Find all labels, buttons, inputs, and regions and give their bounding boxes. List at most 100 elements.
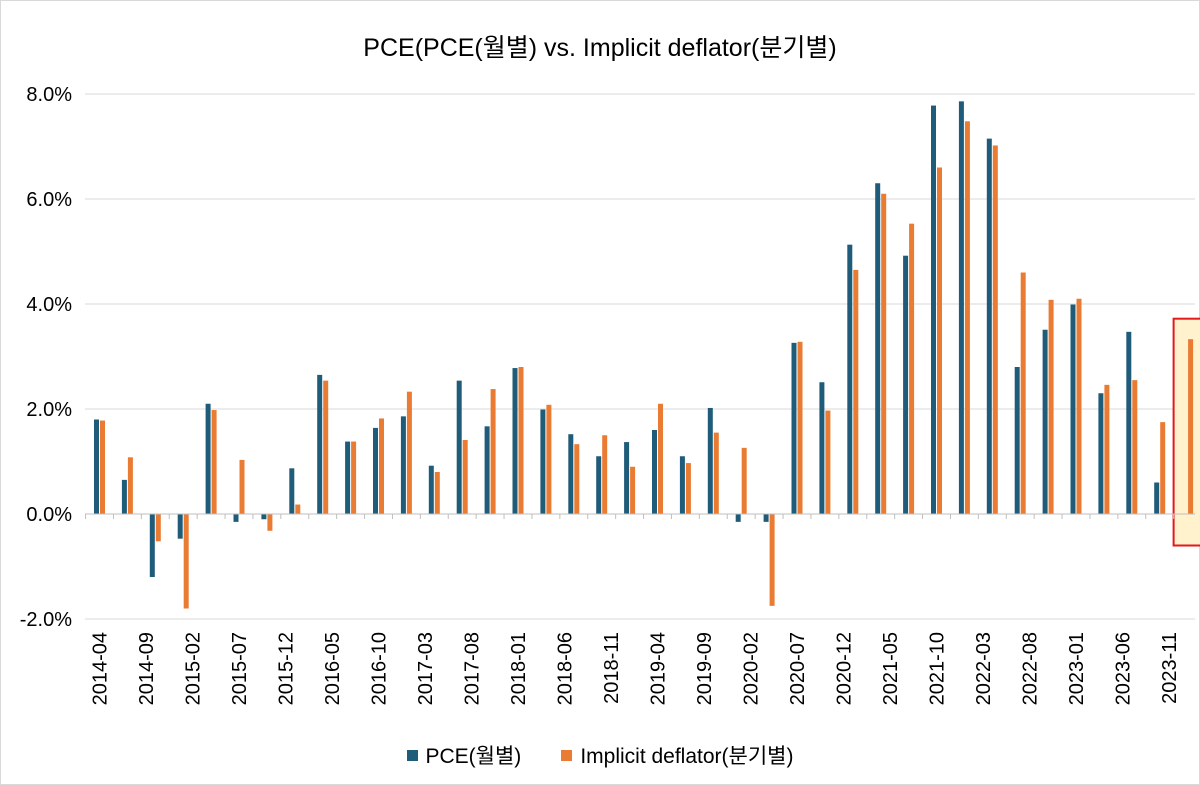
bar-deflator — [267, 514, 273, 531]
x-tick-label: 2014-09 — [136, 632, 158, 705]
bar-pce — [456, 380, 462, 514]
bar-pce — [1014, 367, 1020, 514]
bar-deflator — [379, 418, 384, 514]
bar-deflator — [769, 514, 775, 606]
legend-swatch-pce — [406, 749, 418, 761]
bar-pce — [373, 427, 378, 514]
bar-pce — [289, 468, 295, 514]
x-tick-label: 2021-05 — [880, 632, 902, 705]
x-tick-label: 2014-04 — [90, 632, 112, 705]
bar-deflator — [462, 439, 468, 514]
legend-item-deflator: Implicit deflator(분기별) — [561, 740, 793, 770]
legend: PCE(월별) Implicit deflator(분기별) — [0, 740, 1200, 770]
bar-deflator — [992, 145, 998, 514]
bar-deflator — [1132, 380, 1138, 514]
highlight-box-group — [1172, 317, 1200, 547]
chart-title: PCE(PCE(월별) vs. Implicit deflator(분기별) — [363, 34, 837, 62]
bar-deflator — [630, 466, 636, 514]
bar-pce — [428, 465, 434, 514]
bar-pce — [931, 105, 936, 515]
bar-pce — [512, 368, 518, 514]
y-tick-label: 2.0% — [26, 399, 72, 421]
bar-pce — [400, 416, 406, 514]
legend-item-pce: PCE(월별) — [406, 740, 521, 770]
x-tick-label: 2022-08 — [1019, 632, 1041, 705]
legend-swatch-deflator — [561, 749, 573, 761]
bar-deflator — [881, 193, 887, 514]
bar-pce — [94, 419, 99, 514]
y-tick-label: 6.0% — [26, 189, 72, 211]
x-tick-label: 2020-12 — [834, 632, 856, 705]
bar-pce — [847, 244, 853, 515]
x-tick-label: 2023-11 — [1159, 632, 1181, 704]
x-tick-label: 2016-10 — [369, 632, 391, 705]
bar-deflator — [406, 391, 412, 514]
bar-pce — [986, 138, 992, 514]
bar-deflator — [1160, 422, 1166, 514]
x-tick-label: 2018-01 — [508, 632, 530, 705]
x-tick-label: 2020-02 — [740, 632, 762, 705]
y-tick-label: 4.0% — [26, 294, 72, 316]
bar-pce — [568, 434, 574, 514]
bar-deflator — [574, 444, 580, 514]
bar-pce — [540, 409, 546, 514]
bar-deflator — [1104, 384, 1110, 514]
x-tick-label: 2017-03 — [415, 632, 437, 705]
highlight-box — [1172, 317, 1200, 547]
bar-deflator — [434, 472, 440, 514]
bar-deflator — [323, 380, 329, 514]
bar-pce — [596, 456, 602, 514]
bar-pce — [707, 407, 713, 514]
bar-deflator — [351, 441, 357, 514]
bar-deflator — [127, 457, 133, 514]
bar-deflator — [518, 367, 524, 514]
bars — [94, 101, 1194, 609]
bar-deflator — [685, 463, 691, 514]
bar-deflator — [295, 504, 301, 514]
bar-pce — [1126, 331, 1132, 514]
bar-deflator — [713, 432, 719, 514]
bar-pce — [875, 183, 881, 514]
gridlines — [85, 93, 1195, 620]
bar-pce — [121, 479, 127, 514]
x-tick-label: 2016-05 — [322, 632, 344, 705]
x-tick-label: 2017-08 — [461, 632, 483, 705]
x-tick-labels: 2014-04 2014-09 2015-02 2015-07 2015-12 2016-… — [90, 632, 1181, 705]
bar-pce — [317, 374, 323, 514]
x-tick-label: 2022-03 — [973, 632, 995, 705]
y-tick-label: 8.0% — [26, 84, 72, 106]
bar-pce — [652, 430, 657, 514]
bar-deflator — [239, 459, 245, 514]
bar-deflator — [909, 223, 915, 515]
bar-pce — [484, 426, 490, 514]
bar-pce — [149, 514, 155, 577]
bar-pce — [177, 514, 183, 539]
legend-label-deflator: Implicit deflator(분기별) — [580, 745, 794, 768]
bar-pce — [1154, 482, 1160, 514]
bar-pce — [205, 403, 211, 514]
x-tick-label: 2018-11 — [601, 632, 623, 704]
bar-pce — [1070, 304, 1076, 514]
bar-pce — [233, 514, 239, 522]
bar-deflator — [825, 410, 831, 514]
bar-deflator — [155, 514, 161, 542]
bar-pce — [1098, 393, 1104, 514]
bar-pce — [624, 442, 630, 514]
bar-deflator — [658, 403, 663, 514]
bar-pce — [791, 342, 797, 514]
bar-deflator — [1020, 272, 1026, 514]
bar-deflator — [1048, 299, 1054, 514]
bar-pce — [261, 514, 267, 520]
bar-pce — [903, 255, 909, 514]
bar-deflator — [602, 435, 608, 514]
y-tick-labels: -2.0% 0.0% 2.0% 4.0% 6.0% 8.0% — [20, 84, 72, 631]
bar-deflator — [741, 447, 747, 514]
bar-deflator — [100, 420, 105, 514]
x-tick-label: 2015-07 — [229, 632, 251, 705]
x-tick-label: 2015-02 — [182, 632, 204, 705]
bar-deflator — [1188, 339, 1194, 514]
bar-deflator — [937, 167, 942, 514]
bar-deflator — [546, 404, 552, 514]
